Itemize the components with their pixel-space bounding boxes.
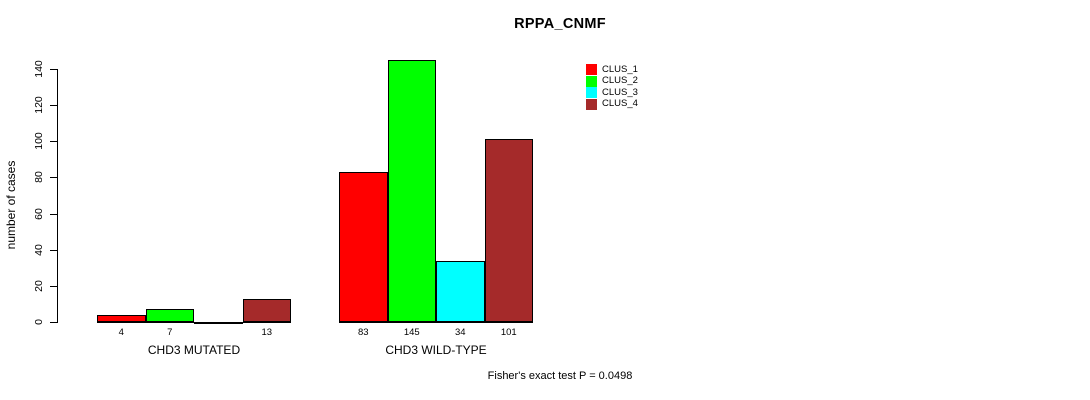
y-axis-tick (50, 250, 57, 251)
y-tick-label: 80 (33, 171, 45, 183)
bar-value-label: 145 (403, 327, 420, 338)
y-tick-label: 60 (33, 208, 45, 220)
bar-value-label: 101 (500, 327, 517, 338)
legend-label-clus_3: CLUS_3 (602, 86, 638, 98)
y-tick-label: 140 (33, 60, 45, 78)
bar-value-label: 83 (357, 327, 369, 338)
bar-clus_2-2 (387, 60, 436, 322)
bar-clus_1-1 (97, 315, 146, 322)
bar-value-label: 13 (261, 327, 273, 338)
legend-label-clus_4: CLUS_4 (602, 98, 638, 109)
y-axis-tick (50, 105, 57, 106)
legend-swatch-clus_3 (586, 87, 597, 98)
bar-value-label: 34 (454, 327, 466, 338)
y-axis-line (57, 69, 58, 323)
bar-clus_2-1 (145, 309, 194, 322)
y-tick-label: 100 (33, 132, 45, 150)
legend-swatch-clus_2 (586, 75, 597, 87)
y-axis-label: number of cases (4, 160, 18, 250)
bar-clus_3-1 (194, 322, 243, 324)
legend-label-clus_1: CLUS_1 (602, 63, 638, 75)
chart-title: RPPA_CNMF (514, 16, 606, 32)
bar-clus_4-2 (484, 139, 533, 322)
bar-clus_4-1 (242, 299, 291, 322)
legend-swatch-clus_1 (586, 64, 597, 75)
y-tick-label: 0 (33, 319, 45, 325)
y-axis-tick (50, 141, 57, 142)
y-tick-label: 40 (33, 244, 45, 256)
category-label: CHD3 WILD-TYPE (385, 343, 487, 357)
bar-clus_3-2 (436, 261, 485, 322)
y-tick-label: 120 (33, 96, 45, 114)
legend-swatch-clus_4 (586, 98, 597, 110)
y-axis-tick (50, 69, 57, 70)
category-label: CHD3 MUTATED (147, 343, 241, 357)
bar-clus_1-2 (339, 172, 388, 322)
x-axis-baseline (339, 322, 533, 323)
bar-value-label: 4 (118, 327, 124, 338)
y-axis-tick (50, 214, 57, 215)
legend-label-clus_2: CLUS_2 (602, 75, 638, 86)
y-axis-tick (50, 322, 57, 323)
bar-value-label: 7 (167, 327, 173, 338)
y-tick-label: 20 (33, 280, 45, 292)
y-axis-tick (50, 177, 57, 178)
y-axis-tick (50, 286, 57, 287)
fisher-test-annotation: Fisher's exact test P = 0.0498 (487, 370, 633, 382)
